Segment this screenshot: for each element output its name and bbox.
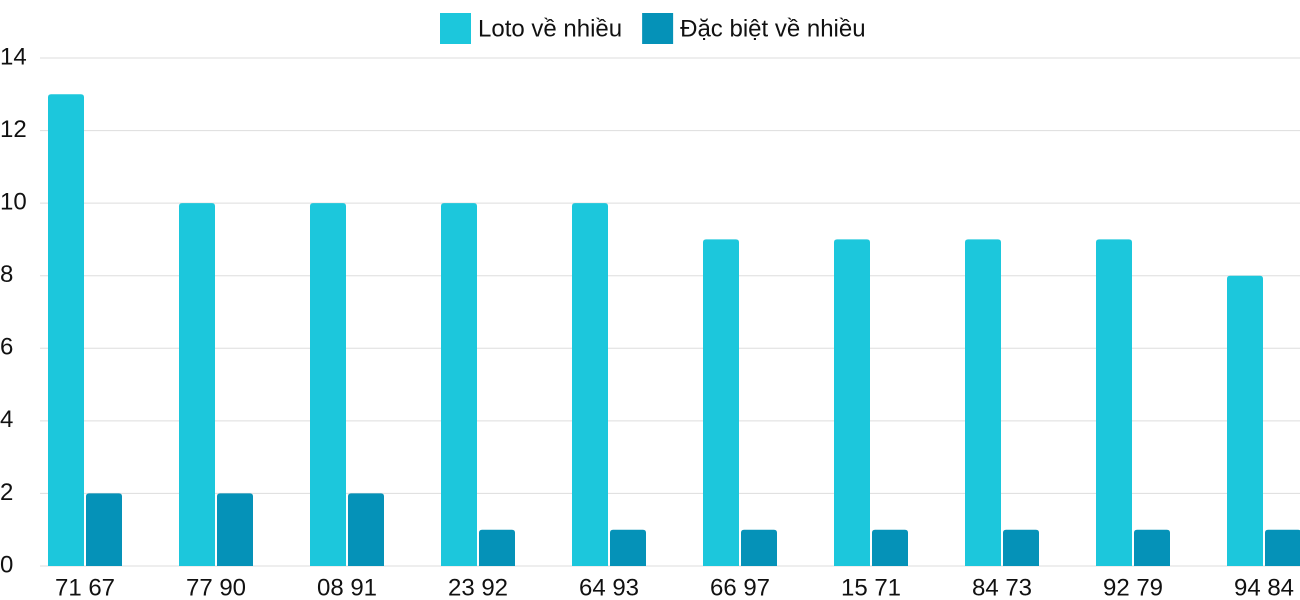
bar: [965, 239, 1001, 566]
x-tick-label: 64 93: [579, 574, 639, 600]
bar: [1227, 275, 1263, 566]
bar: [48, 94, 84, 567]
bar: [479, 529, 515, 566]
bar: [348, 493, 384, 566]
x-tick-label: 66 97: [710, 574, 770, 600]
bar: [872, 529, 908, 566]
bar: [741, 529, 777, 566]
bar: [572, 203, 608, 566]
y-tick-label: 12: [0, 116, 27, 143]
y-tick-label: 2: [0, 479, 13, 506]
y-tick-label: 0: [0, 551, 13, 578]
bar: [1096, 239, 1132, 566]
bar: [86, 493, 122, 566]
legend-label: Đặc biệt về nhiều: [680, 15, 865, 42]
y-tick-label: 4: [0, 406, 13, 433]
bar: [834, 239, 870, 566]
bar: [1134, 529, 1170, 566]
x-tick-label: 23 92: [448, 574, 508, 600]
y-tick-label: 6: [0, 334, 13, 361]
legend-swatch: [642, 13, 674, 44]
x-tick-label: 08 91: [317, 574, 377, 600]
legend-label: Loto về nhiều: [478, 15, 622, 42]
bar: [1265, 529, 1300, 566]
x-tick-label: 15 71: [841, 574, 901, 600]
x-tick-label: 94 84: [1234, 574, 1294, 600]
y-tick-label: 8: [0, 261, 13, 288]
bar: [441, 203, 477, 566]
x-tick-label: 92 79: [1103, 574, 1163, 600]
bar: [179, 203, 215, 566]
bar: [1003, 529, 1039, 566]
bar: [703, 239, 739, 566]
legend-swatch: [440, 13, 471, 44]
x-tick-label: 77 90: [186, 574, 246, 600]
y-tick-label: 10: [0, 188, 27, 215]
x-tick-label: 71 67: [55, 574, 115, 600]
bar: [310, 203, 346, 566]
y-tick-label: 14: [0, 43, 27, 70]
bar: [217, 493, 253, 566]
x-tick-label: 84 73: [972, 574, 1032, 600]
bar: [610, 529, 646, 566]
